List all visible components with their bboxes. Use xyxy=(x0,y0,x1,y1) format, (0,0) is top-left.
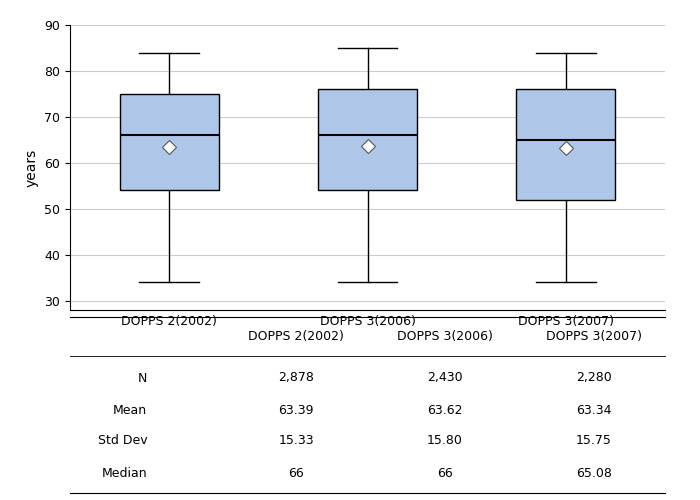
Text: Std Dev: Std Dev xyxy=(98,434,148,448)
Text: 15.75: 15.75 xyxy=(575,434,612,448)
Text: 15.33: 15.33 xyxy=(279,434,314,448)
Text: 2,878: 2,878 xyxy=(278,372,314,384)
Bar xyxy=(517,90,615,200)
Text: DOPPS 3(2007): DOPPS 3(2007) xyxy=(545,330,642,343)
Text: 63.62: 63.62 xyxy=(427,404,463,417)
Text: 2,280: 2,280 xyxy=(575,372,612,384)
Text: N: N xyxy=(138,372,148,384)
Text: 2,430: 2,430 xyxy=(427,372,463,384)
Y-axis label: years: years xyxy=(25,148,38,186)
Text: 63.39: 63.39 xyxy=(279,404,314,417)
Bar xyxy=(120,94,218,190)
Text: DOPPS 3(2006): DOPPS 3(2006) xyxy=(397,330,493,343)
Text: 66: 66 xyxy=(288,467,304,480)
Text: 66: 66 xyxy=(437,467,453,480)
Text: 65.08: 65.08 xyxy=(575,467,612,480)
Text: 63.34: 63.34 xyxy=(576,404,611,417)
Bar xyxy=(318,90,417,190)
Text: 15.80: 15.80 xyxy=(427,434,463,448)
Text: Mean: Mean xyxy=(113,404,148,417)
Text: Median: Median xyxy=(102,467,148,480)
Text: DOPPS 2(2002): DOPPS 2(2002) xyxy=(248,330,344,343)
